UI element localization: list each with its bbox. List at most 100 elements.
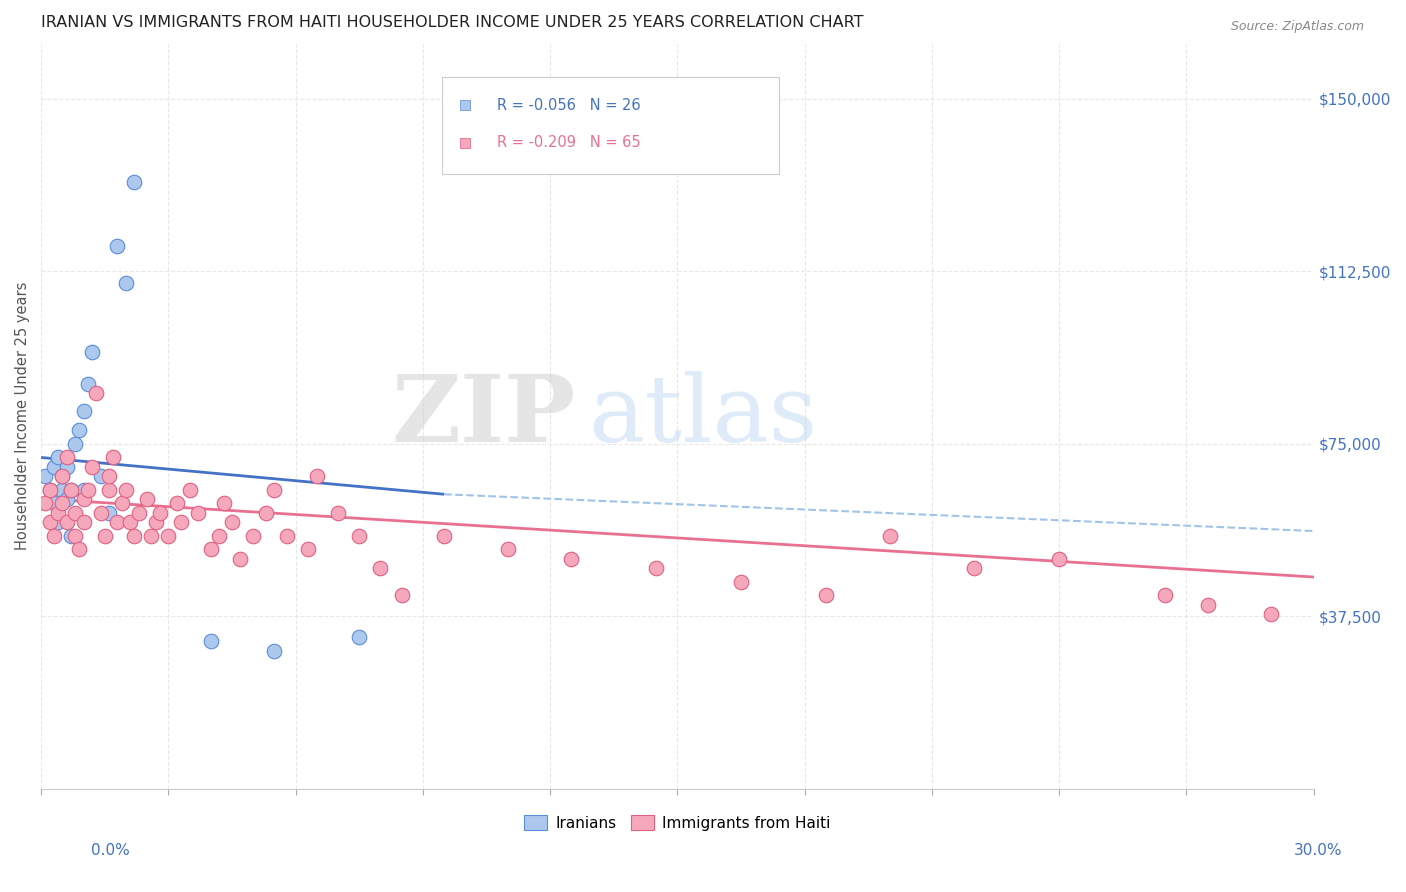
Text: Source: ZipAtlas.com: Source: ZipAtlas.com: [1230, 20, 1364, 33]
Point: [42, 528, 65, 542]
Point: [51, 468, 73, 483]
FancyBboxPatch shape: [441, 78, 779, 174]
Point: [254, 506, 277, 520]
Point: [46, 506, 69, 520]
Point: [67, 542, 90, 557]
Point: [208, 528, 231, 542]
Point: [42, 496, 65, 510]
Point: [349, 630, 371, 644]
Point: [645, 561, 668, 575]
Point: [263, 643, 285, 657]
Point: [98, 506, 121, 520]
Point: [42, 459, 65, 474]
Point: [55, 459, 77, 474]
Point: [89, 468, 111, 483]
Text: 0.0%: 0.0%: [91, 843, 131, 858]
Point: [170, 515, 193, 529]
Point: [136, 491, 159, 506]
Point: [76, 376, 98, 391]
Point: [38, 483, 60, 497]
Point: [128, 506, 150, 520]
Point: [1154, 589, 1177, 603]
Point: [46, 515, 69, 529]
Point: [34, 468, 56, 483]
Point: [46, 450, 69, 465]
Point: [55, 515, 77, 529]
Point: [1197, 598, 1219, 612]
Point: [157, 528, 180, 542]
Point: [115, 276, 138, 290]
Point: [212, 496, 235, 510]
Y-axis label: Householder Income Under 25 years: Householder Income Under 25 years: [15, 282, 30, 550]
Text: ZIP: ZIP: [391, 371, 575, 461]
Point: [326, 506, 349, 520]
Point: [179, 483, 201, 497]
Point: [67, 423, 90, 437]
Point: [51, 483, 73, 497]
Point: [34, 496, 56, 510]
Point: [115, 483, 138, 497]
Text: atlas: atlas: [588, 371, 818, 461]
Point: [229, 551, 252, 566]
Point: [38, 515, 60, 529]
Point: [276, 528, 298, 542]
Text: IRANIAN VS IMMIGRANTS FROM HAITI HOUSEHOLDER INCOME UNDER 25 YEARS CORRELATION C: IRANIAN VS IMMIGRANTS FROM HAITI HOUSEHO…: [41, 15, 863, 30]
Point: [391, 589, 413, 603]
Point: [814, 589, 837, 603]
Point: [200, 542, 222, 557]
Point: [263, 483, 285, 497]
Point: [187, 506, 209, 520]
Point: [145, 515, 167, 529]
Point: [242, 528, 264, 542]
Point: [89, 506, 111, 520]
Point: [496, 542, 519, 557]
Point: [72, 491, 94, 506]
Text: 30.0%: 30.0%: [1295, 843, 1343, 858]
Point: [93, 528, 115, 542]
Point: [76, 483, 98, 497]
Point: [560, 551, 582, 566]
Point: [1047, 551, 1070, 566]
Text: R = -0.209   N = 65: R = -0.209 N = 65: [496, 136, 640, 150]
Point: [55, 450, 77, 465]
Point: [107, 239, 129, 253]
Point: [149, 506, 172, 520]
Point: [80, 459, 103, 474]
Point: [63, 506, 86, 520]
Text: R = -0.056   N = 26: R = -0.056 N = 26: [496, 98, 640, 113]
Point: [730, 574, 752, 589]
Point: [63, 436, 86, 450]
Point: [103, 450, 125, 465]
Point: [166, 496, 188, 510]
Legend: Iranians, Immigrants from Haiti: Iranians, Immigrants from Haiti: [519, 808, 837, 837]
Point: [879, 528, 901, 542]
Point: [51, 468, 73, 483]
Point: [84, 386, 107, 401]
Point: [63, 528, 86, 542]
Point: [297, 542, 319, 557]
Point: [124, 175, 146, 189]
Point: [111, 496, 134, 510]
Point: [141, 528, 163, 542]
Point: [1260, 607, 1282, 621]
Point: [59, 483, 82, 497]
Point: [200, 634, 222, 648]
Point: [51, 496, 73, 510]
Point: [59, 528, 82, 542]
Point: [221, 515, 243, 529]
Point: [305, 468, 328, 483]
Point: [433, 528, 456, 542]
Point: [72, 404, 94, 418]
Point: [55, 491, 77, 506]
Point: [72, 515, 94, 529]
Point: [370, 561, 392, 575]
Point: [72, 483, 94, 497]
Point: [963, 561, 986, 575]
Point: [349, 528, 371, 542]
Point: [59, 483, 82, 497]
Point: [98, 468, 121, 483]
Point: [38, 483, 60, 497]
Point: [107, 515, 129, 529]
Point: [80, 344, 103, 359]
Point: [124, 528, 146, 542]
